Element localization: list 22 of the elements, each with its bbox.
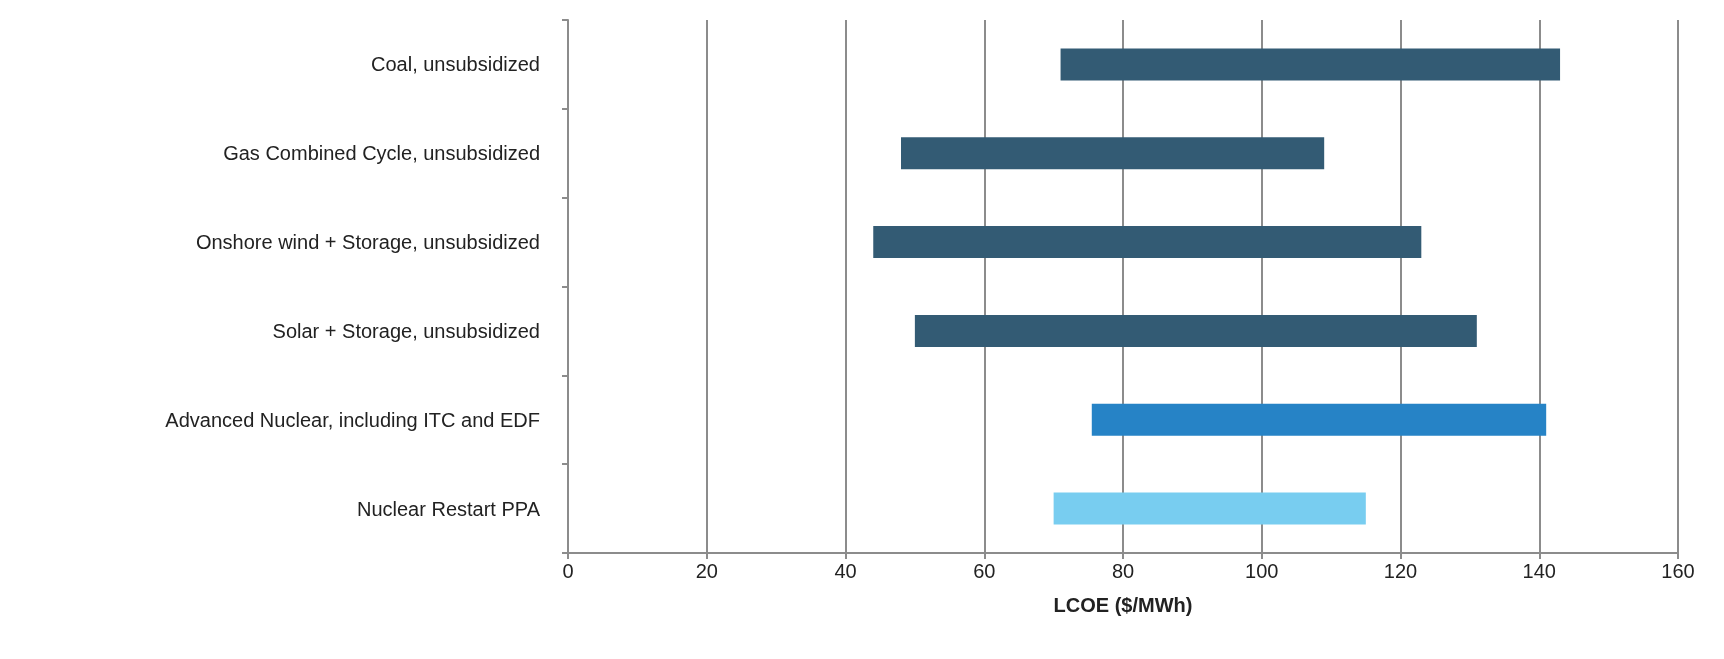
bar xyxy=(1091,403,1547,436)
x-tick-label: 160 xyxy=(1661,560,1695,582)
x-tick-label: 60 xyxy=(973,560,996,582)
x-tick-label: 40 xyxy=(834,560,857,582)
x-axis-title: LCOE ($/MWh) xyxy=(1053,594,1193,616)
x-tick-label: 140 xyxy=(1522,560,1556,582)
y-tick-label: Onshore wind + Storage, unsubsidized xyxy=(195,231,540,254)
bar xyxy=(1053,492,1366,525)
y-tick-label: Nuclear Restart PPA xyxy=(356,497,541,520)
bar xyxy=(914,314,1477,347)
bar xyxy=(1060,48,1561,81)
x-tick-label: 0 xyxy=(562,560,574,582)
y-tick-label: Coal, unsubsidized xyxy=(371,53,540,76)
x-tick-label: 80 xyxy=(1111,560,1135,582)
y-tick-label: Solar + Storage, unsubsidized xyxy=(272,319,540,342)
x-tick-label: 100 xyxy=(1245,560,1279,582)
bar xyxy=(873,226,1422,259)
bar xyxy=(901,137,1325,170)
y-tick-label: Gas Combined Cycle, unsubsidized xyxy=(223,142,540,165)
y-tick-label: Advanced Nuclear, including ITC and EDF xyxy=(165,408,540,431)
x-tick-label: 20 xyxy=(695,560,718,582)
x-tick-label: 120 xyxy=(1383,560,1418,582)
